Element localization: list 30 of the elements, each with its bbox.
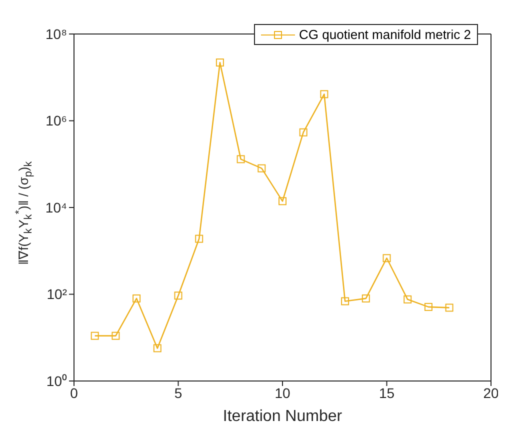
point [132, 294, 141, 302]
y-tick-label: 10⁴ [45, 199, 67, 216]
point [174, 292, 182, 300]
point [320, 90, 328, 98]
point [216, 58, 224, 67]
legend-label: CG quotient manifold metric 2 [299, 27, 471, 42]
point [195, 234, 204, 243]
point [362, 294, 370, 302]
y-tick-label: 10² [46, 286, 68, 302]
x-tick-label: 20 [483, 384, 499, 401]
point [112, 332, 120, 340]
x-axis-title: Iteration Number [222, 408, 343, 425]
y-tick-label: 10⁶ [46, 112, 67, 129]
point [299, 128, 308, 136]
point [404, 295, 412, 304]
y-tick-label: 10⁰ [46, 372, 67, 389]
x-tick-label: 10 [274, 384, 290, 401]
point [445, 304, 454, 312]
point [382, 254, 391, 262]
point [258, 164, 266, 172]
x-tick-label: 5 [174, 384, 182, 401]
x-tick-label: 15 [378, 384, 395, 401]
point [278, 197, 286, 206]
point [424, 302, 432, 311]
point [341, 297, 350, 306]
point [90, 332, 99, 340]
x-tick-label: 0 [70, 384, 78, 401]
point [236, 155, 245, 164]
y-tick-label: 10⁸ [46, 26, 68, 42]
point [153, 344, 162, 352]
